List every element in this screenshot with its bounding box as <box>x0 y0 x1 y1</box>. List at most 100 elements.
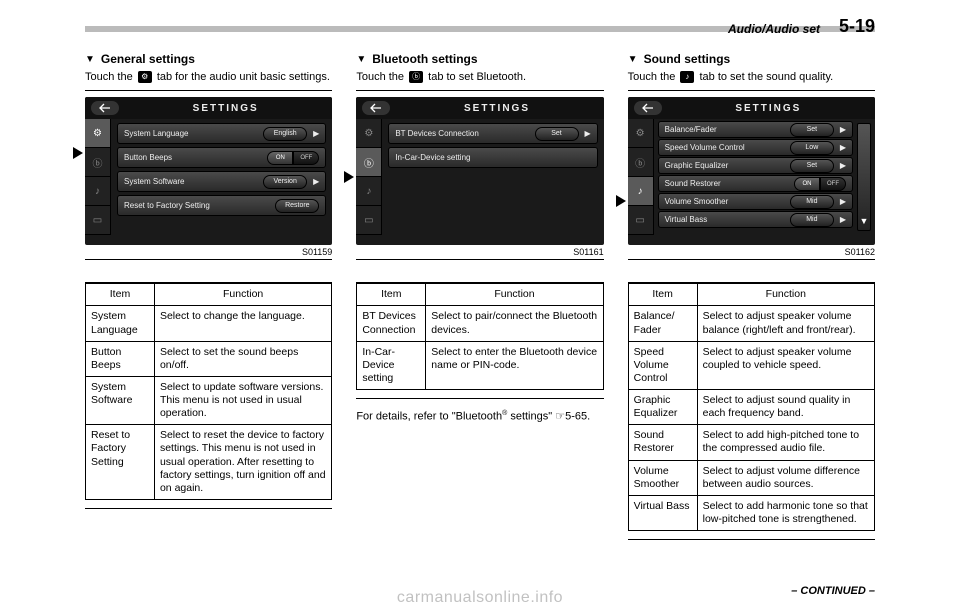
reference-icon: ☞ <box>555 411 565 423</box>
on-off-toggle[interactable]: ONOFF <box>267 151 319 165</box>
table-row: System SoftwareSelect to update software… <box>86 376 332 424</box>
setting-label: Sound Restorer <box>665 179 790 188</box>
back-button[interactable] <box>362 101 390 115</box>
chevron-right-icon: ▶ <box>585 129 591 138</box>
side-tab[interactable]: ♪ <box>356 177 381 206</box>
side-tabs: ⚙ⓑ♪▭ <box>356 119 382 235</box>
setting-label: Speed Volume Control <box>665 143 786 152</box>
table-header: Item <box>357 284 426 306</box>
item-cell: Balance/ Fader <box>628 306 697 341</box>
table-header: Function <box>426 284 603 306</box>
side-tab[interactable]: ⓑ <box>85 148 110 177</box>
item-cell: In-Car-Device setting <box>357 341 426 389</box>
function-cell: Select to add high-pitched tone to the c… <box>697 425 874 460</box>
chevron-right-icon: ▶ <box>840 215 846 224</box>
pointer-icon <box>73 147 83 159</box>
value-pill[interactable]: Set <box>535 127 579 141</box>
value-pill[interactable]: Version <box>263 175 307 189</box>
function-cell: Select to enter the Bluetooth device nam… <box>426 341 603 389</box>
setting-label: Virtual Bass <box>665 215 786 224</box>
function-cell: Select to adjust speaker volume coupled … <box>697 341 874 389</box>
value-pill[interactable]: Mid <box>790 213 834 227</box>
function-cell: Select to pair/connect the Bluetooth dev… <box>426 306 603 341</box>
side-tab[interactable]: ⚙ <box>628 119 653 148</box>
value-pill[interactable]: Set <box>790 159 834 173</box>
on-off-toggle[interactable]: ONOFF <box>794 177 846 191</box>
side-tab[interactable]: ▭ <box>356 206 381 235</box>
item-cell: Virtual Bass <box>628 495 697 530</box>
setting-label: Volume Smoother <box>665 197 786 206</box>
side-tab[interactable]: ♪ <box>628 177 653 206</box>
screenshot-rows: BT Devices Connection Set ▶ In-Car-Device s… <box>382 119 603 235</box>
side-tab[interactable]: ⚙ <box>356 119 381 148</box>
note-c: 5-65. <box>565 411 590 423</box>
pointer-icon <box>616 195 626 207</box>
function-cell: Select to adjust sound quality in each f… <box>697 390 874 425</box>
screenshot-title: SETTINGS <box>396 103 597 114</box>
function-cell: Select to update software versions. This… <box>154 376 331 424</box>
intro-b: tab to set Bluetooth. <box>425 71 526 83</box>
back-button[interactable] <box>91 101 119 115</box>
setting-row[interactable]: In-Car-Device setting <box>388 147 597 168</box>
side-tab[interactable]: ⓑ <box>356 148 381 177</box>
page-columns: ▼General settings Touch the ⚙ tab for th… <box>85 48 875 571</box>
table-row: Volume SmootherSelect to adjust volume d… <box>628 460 874 495</box>
setting-row[interactable]: Graphic EqualizerSet▶ <box>658 157 853 174</box>
setting-row[interactable]: Reset to Factory SettingRestore <box>117 195 326 216</box>
section-title: ▼General settings <box>85 52 332 66</box>
screenshot-header: SETTINGS <box>356 97 603 119</box>
setting-row[interactable]: Sound Restorer ONOFF <box>658 175 853 192</box>
setting-row[interactable]: Volume SmootherMid▶ <box>658 193 853 210</box>
item-cell: Volume Smoother <box>628 460 697 495</box>
item-cell: System Language <box>86 306 155 341</box>
table-row: Graphic EqualizerSelect to adjust sound … <box>628 390 874 425</box>
music-icon: ♪ <box>680 71 694 83</box>
note-b: settings" <box>507 411 555 423</box>
table-row: Button BeepsSelect to set the sound beep… <box>86 341 332 376</box>
value-pill[interactable]: Mid <box>790 195 834 209</box>
setting-row[interactable]: BT Devices Connection Set ▶ <box>388 123 597 144</box>
setting-row[interactable]: System LanguageEnglish▶ <box>117 123 326 144</box>
setting-label: BT Devices Connection <box>395 129 530 138</box>
scroll-down-icon[interactable]: ▼ <box>857 123 871 231</box>
side-tab[interactable]: ▭ <box>85 206 110 235</box>
screenshot-rows: Balance/FaderSet▶ Speed Volume Control Low… <box>654 119 857 235</box>
side-tab[interactable]: ▭ <box>628 206 653 235</box>
chevron-right-icon: ▶ <box>840 161 846 170</box>
screenshot: SETTINGS ⚙ⓑ♪▭ BT Devices Connection Set ▶ I… <box>356 97 603 245</box>
value-pill[interactable]: Restore <box>275 199 319 213</box>
value-pill[interactable]: English <box>263 127 307 141</box>
watermark: carmanualsonline.info <box>397 589 563 607</box>
setting-row[interactable]: Virtual Bass Mid ▶ <box>658 211 853 228</box>
setting-row[interactable]: Button Beeps ONOFF <box>117 147 326 168</box>
screenshot: SETTINGS ⚙ⓑ♪▭ System LanguageEnglish▶But… <box>85 97 332 245</box>
setting-label: Button Beeps <box>124 153 263 162</box>
section-title-text: General settings <box>101 52 195 66</box>
intro-text: Touch the ⚙ tab for the audio unit basic… <box>85 70 332 84</box>
screenshot-wrap: SETTINGS ⚙ⓑ♪▭ BT Devices Connection Set ▶ I… <box>356 90 603 260</box>
function-cell: Select to adjust volume difference betwe… <box>697 460 874 495</box>
divider <box>85 508 332 509</box>
setting-row[interactable]: Balance/FaderSet▶ <box>658 121 853 138</box>
column-sound: ▼Sound settings Touch the ♪ tab to set t… <box>628 48 875 571</box>
item-function-table: ItemFunctionBalance/ FaderSelect to adju… <box>628 283 875 531</box>
intro-a: Touch the <box>628 71 679 83</box>
divider <box>356 398 603 399</box>
table-header: Item <box>86 284 155 306</box>
column-general: ▼General settings Touch the ⚙ tab for th… <box>85 48 332 571</box>
header-section: Audio/Audio set <box>728 22 820 36</box>
continued-label: – CONTINUED – <box>791 585 875 597</box>
side-tab[interactable]: ⚙ <box>85 119 110 148</box>
setting-row[interactable]: System SoftwareVersion▶ <box>117 171 326 192</box>
value-pill[interactable]: Low <box>790 141 834 155</box>
table-row: Balance/ FaderSelect to adjust speaker v… <box>628 306 874 341</box>
value-pill[interactable]: Set <box>790 123 834 137</box>
intro-text: Touch the ♪ tab to set the sound quality… <box>628 70 875 84</box>
screenshot-body: ⚙ⓑ♪▭ Balance/FaderSet▶ Speed Volume Contr… <box>628 119 875 235</box>
item-cell: Graphic Equalizer <box>628 390 697 425</box>
side-tab[interactable]: ♪ <box>85 177 110 206</box>
back-button[interactable] <box>634 101 662 115</box>
side-tab[interactable]: ⓑ <box>628 148 653 177</box>
setting-row[interactable]: Speed Volume ControlLow▶ <box>658 139 853 156</box>
screenshot-body: ⚙ⓑ♪▭ BT Devices Connection Set ▶ In-Car-Dev… <box>356 119 603 235</box>
